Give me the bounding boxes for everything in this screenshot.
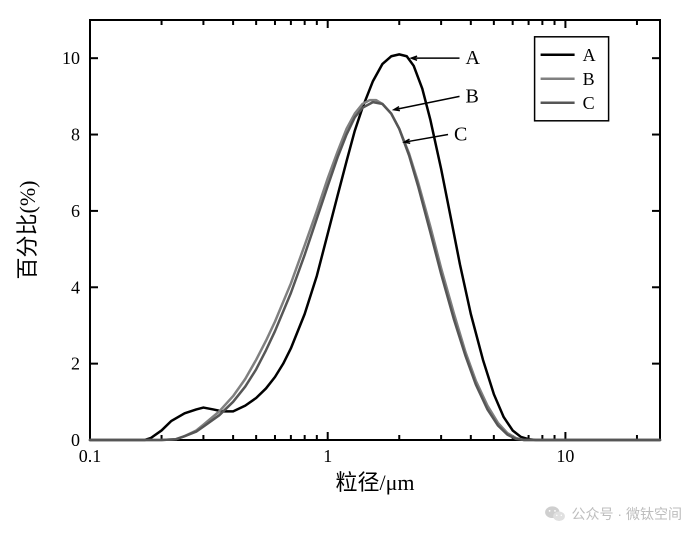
x-tick-label: 1: [323, 446, 332, 466]
x-tick-label: 10: [556, 446, 574, 466]
watermark-text: 公众号 · 微钛空间: [572, 504, 682, 524]
annotation-label: B: [466, 85, 479, 107]
y-tick-label: 8: [71, 125, 80, 145]
wechat-icon: [544, 505, 566, 523]
watermark: 公众号 · 微钛空间: [544, 504, 682, 524]
y-tick-label: 4: [71, 277, 80, 297]
legend-label: A: [583, 45, 596, 65]
legend-label: B: [583, 69, 595, 89]
x-tick-label: 0.1: [79, 446, 102, 466]
legend-label: C: [583, 93, 595, 113]
annotation-label: A: [466, 47, 481, 69]
annotation-label: C: [454, 124, 467, 146]
x-axis-label: 粒径/μm: [335, 470, 414, 495]
y-tick-label: 0: [71, 430, 80, 450]
y-tick-label: 6: [71, 201, 80, 221]
y-tick-label: 2: [71, 354, 80, 374]
particle-size-chart: 0.11100246810粒径/μm百分比(%)ABCABC: [0, 0, 700, 538]
y-axis-label: 百分比(%): [15, 181, 40, 280]
y-tick-label: 10: [62, 48, 80, 68]
